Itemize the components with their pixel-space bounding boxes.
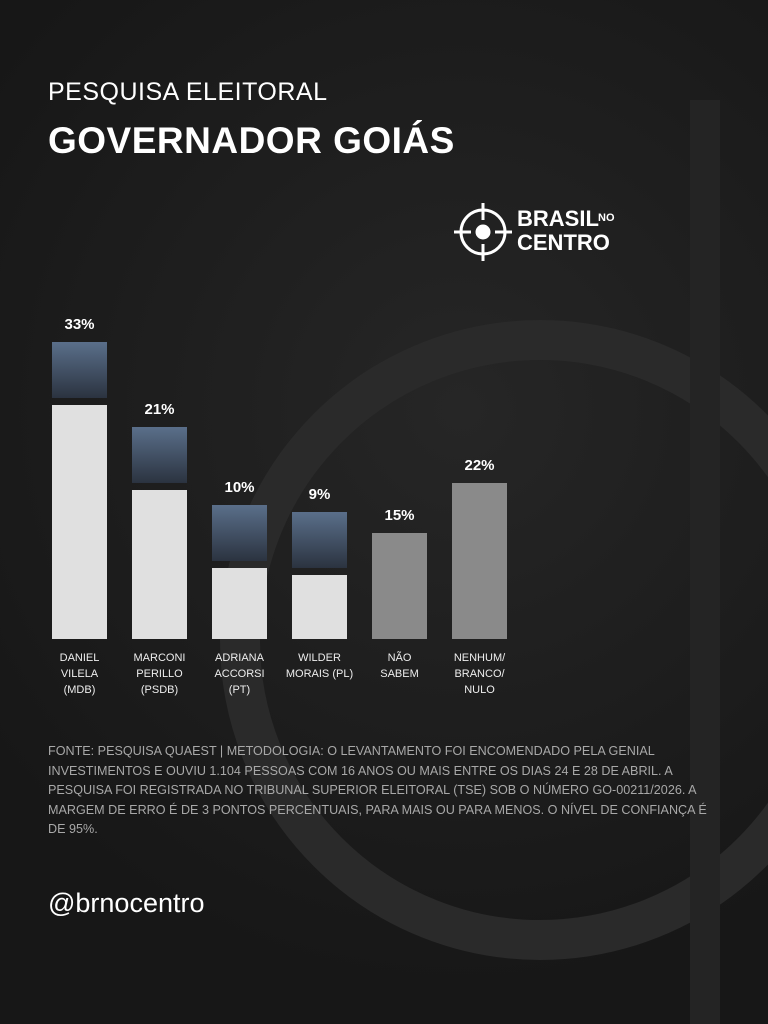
category-label: DANIEL VILELA (MDB) <box>59 652 100 696</box>
photo <box>52 342 107 399</box>
bar <box>212 568 267 639</box>
value-label: 33% <box>64 316 95 334</box>
bar <box>52 405 107 639</box>
bar <box>452 483 507 639</box>
kicker: PESQUISA ELEITORAL <box>48 78 328 106</box>
value-label: 21% <box>144 401 175 419</box>
footnote: FONTE: PESQUISA QUAEST | METODOLOGIA: O … <box>48 744 707 836</box>
value-label: 22% <box>464 457 495 475</box>
bar <box>292 575 347 639</box>
logo-text: CENTRO <box>517 230 610 255</box>
category-label: ADRIANA ACCORSI (PT) <box>214 652 265 696</box>
bar <box>372 532 427 639</box>
title: GOVERNADOR GOIÁS <box>48 120 455 161</box>
value-label: 15% <box>384 506 415 524</box>
logo-text: BRASIL <box>517 206 599 231</box>
category-label: WILDER MORAIS (PL) <box>285 652 354 680</box>
handle: @brnocentro <box>48 888 205 918</box>
category-label: MARCONI PERILLO (PSDB) <box>133 652 186 696</box>
bar <box>132 490 187 639</box>
photo <box>292 512 347 569</box>
photo <box>132 427 187 484</box>
value-label: 9% <box>308 486 331 504</box>
logo-text: NO <box>598 212 615 224</box>
category-label: NÃO SABEM <box>380 652 419 680</box>
photo <box>212 505 267 562</box>
chart: 33% DANIEL VILELA (MDB) 21% MARCONI PERILLO… <box>52 316 507 696</box>
category-label: NENHUM/ BRANCO/ NULO <box>453 652 506 696</box>
value-label: 10% <box>224 479 255 497</box>
